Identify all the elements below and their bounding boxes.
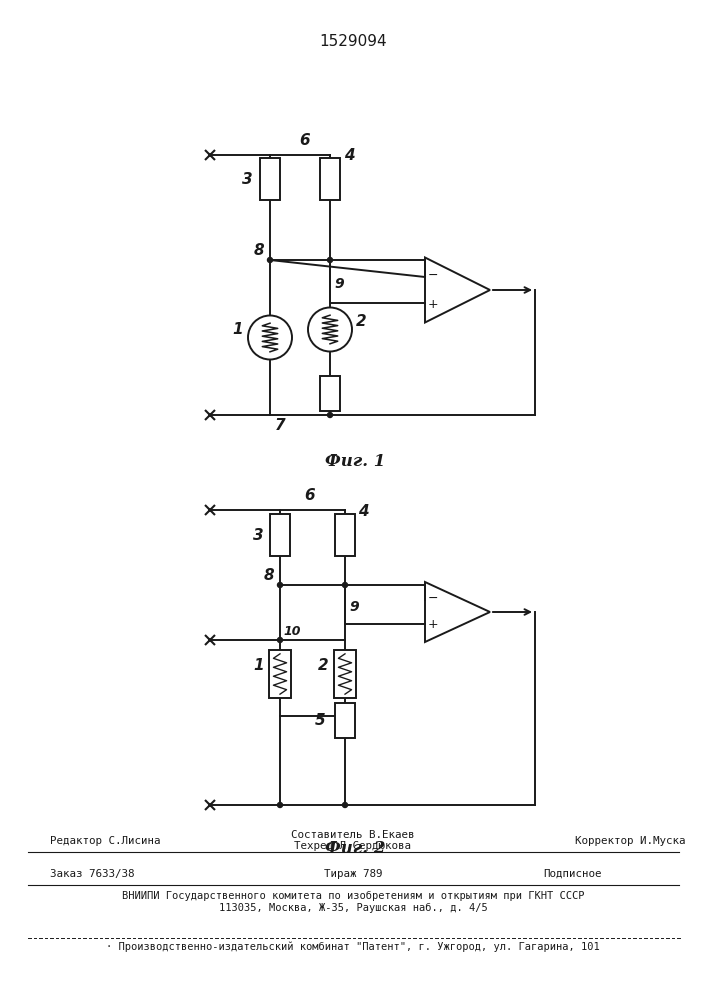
Text: 9: 9	[334, 277, 344, 291]
Bar	[270, 514, 290, 556]
Text: 1529094: 1529094	[319, 34, 387, 49]
Text: Техред Л.Сердюкова: Техред Л.Сердюкова	[295, 841, 411, 851]
Bar	[335, 703, 355, 738]
Text: 3: 3	[243, 172, 253, 186]
Text: 8: 8	[253, 243, 264, 258]
Bar	[320, 376, 340, 411]
Text: 10: 10	[283, 625, 300, 638]
Circle shape	[248, 316, 292, 360]
Text: · Производственно-издательский комбинат "Патент", г. Ужгород, ул. Гагарина, 101: · Производственно-издательский комбинат …	[106, 942, 600, 952]
Text: 4: 4	[344, 148, 355, 163]
Circle shape	[278, 802, 283, 808]
Text: 2: 2	[318, 658, 329, 674]
Circle shape	[327, 257, 332, 262]
Text: +: +	[428, 298, 438, 310]
Circle shape	[308, 308, 352, 352]
Text: 6: 6	[300, 133, 310, 148]
Text: −: −	[428, 591, 438, 604]
Text: 2: 2	[356, 314, 367, 329]
Text: Редактор С.Лисина: Редактор С.Лисина	[50, 836, 160, 846]
Text: 4: 4	[358, 504, 368, 520]
Circle shape	[342, 802, 348, 808]
Bar	[334, 650, 356, 698]
Text: Фиг. 2: Фиг. 2	[325, 840, 385, 857]
Text: 9: 9	[349, 600, 358, 614]
Text: ВНИИПИ Государственного комитета по изобретениям и открытиям при ГКНТ СССР: ВНИИПИ Государственного комитета по изоб…	[122, 891, 584, 901]
Bar	[320, 158, 340, 200]
Text: 1: 1	[233, 322, 243, 337]
Circle shape	[278, 638, 283, 643]
Text: 7: 7	[275, 418, 286, 433]
Text: 113035, Москва, Ж-35, Раушская наб., д. 4/5: 113035, Москва, Ж-35, Раушская наб., д. …	[218, 903, 487, 913]
Bar	[269, 650, 291, 698]
Circle shape	[267, 257, 272, 262]
Circle shape	[278, 582, 283, 587]
Text: 1: 1	[253, 658, 264, 674]
Text: 5: 5	[315, 713, 325, 728]
Circle shape	[327, 412, 332, 418]
Text: 6: 6	[305, 488, 315, 503]
Text: −: −	[428, 268, 438, 282]
Text: +: +	[428, 618, 438, 632]
Text: Заказ 7633/38: Заказ 7633/38	[50, 869, 134, 879]
Text: 3: 3	[253, 528, 264, 542]
Text: Корректор И.Муска: Корректор И.Муска	[575, 836, 685, 846]
Text: Тираж 789: Тираж 789	[324, 869, 382, 879]
Bar	[260, 158, 280, 200]
Circle shape	[342, 582, 348, 587]
Text: Составитель В.Екаев: Составитель В.Екаев	[291, 830, 415, 840]
Text: 8: 8	[264, 568, 274, 583]
Text: Фиг. 1: Фиг. 1	[325, 453, 385, 470]
Text: Подписное: Подписное	[544, 869, 602, 879]
Bar	[335, 514, 355, 556]
